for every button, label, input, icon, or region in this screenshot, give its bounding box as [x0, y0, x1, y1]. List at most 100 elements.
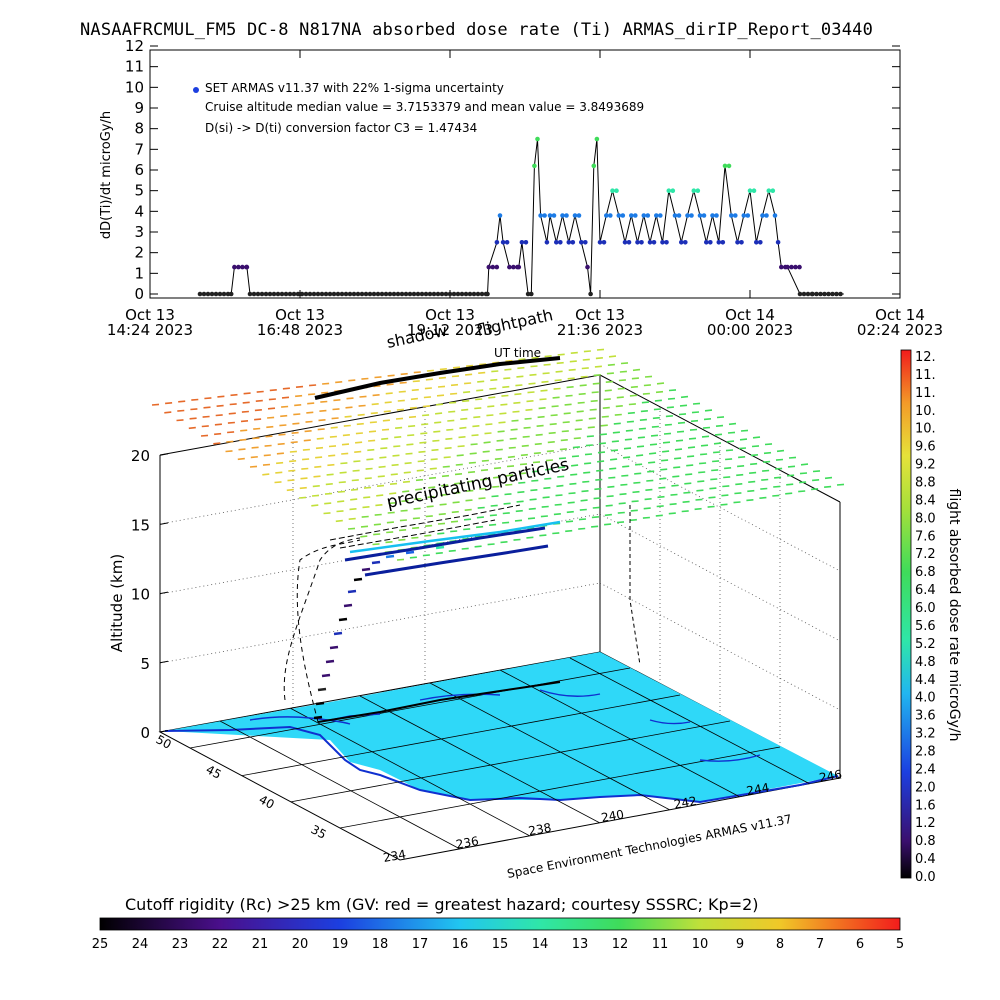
data-point: [323, 291, 329, 297]
dose-colorbar-tick-label: 7.6: [915, 529, 936, 544]
rc-dash: [540, 389, 548, 392]
rc-dash: [759, 496, 767, 499]
rc-dash: [302, 458, 310, 461]
rc-dash: [368, 439, 376, 442]
rc-dash: [680, 395, 689, 399]
data-point: [660, 240, 665, 245]
rc-dash: [611, 440, 619, 443]
rc-dash: [409, 556, 417, 559]
rc-dash: [558, 466, 566, 469]
rc-dash: [583, 471, 591, 474]
rc-dash: [674, 457, 682, 460]
rc-dash: [583, 350, 591, 353]
rc-dash: [411, 388, 419, 392]
rc-dash: [692, 402, 701, 405]
rc-dash: [387, 374, 395, 377]
rc-dash: [675, 439, 684, 442]
data-point: [572, 213, 578, 218]
rc-dash: [557, 475, 565, 478]
rc-dash: [462, 399, 470, 403]
rc-dash: [454, 473, 463, 476]
data-point: [255, 291, 261, 297]
rc-dash: [684, 482, 692, 485]
data-point: [435, 291, 441, 297]
rc-dash: [748, 480, 756, 483]
rc-dash: [488, 533, 496, 536]
rc-dash: [527, 391, 535, 394]
rc-dash: [671, 484, 679, 487]
data-point: [834, 291, 839, 297]
rc-dash: [609, 467, 617, 470]
rc-dash: [449, 401, 457, 404]
rc-dash: [269, 389, 277, 392]
rc-dash: [504, 368, 512, 371]
rc-dash: [389, 482, 398, 485]
flight-dose-marker: [343, 603, 353, 608]
rc-dash: [545, 468, 553, 471]
rc-dash: [643, 384, 651, 387]
rc-dash: [533, 452, 541, 455]
dose-colorbar-tick-label: 3.6: [915, 709, 936, 724]
rc-dash: [372, 394, 380, 397]
rc-dash: [556, 484, 564, 488]
data-point: [516, 264, 522, 270]
data-point: [347, 291, 353, 297]
rc-dash: [614, 413, 622, 416]
dose-colorbar-tick-label: 7.2: [915, 547, 936, 562]
flight-dose-marker: [385, 554, 395, 559]
data-point: [287, 291, 293, 297]
rc-dash: [530, 489, 538, 492]
rc-dash: [454, 482, 462, 485]
rc-dash: [263, 454, 271, 457]
rc-dash: [448, 410, 456, 413]
x-tick-label-time: 14:24 2023: [107, 321, 193, 339]
rc-dash: [502, 385, 510, 389]
data-point: [213, 291, 219, 297]
rc-dash: [585, 444, 593, 447]
rc-dash: [519, 463, 528, 466]
rc-dash: [190, 408, 198, 411]
rc-dash: [380, 447, 388, 450]
rc-dash: [410, 397, 418, 401]
rc-dash: [485, 423, 493, 426]
rc-dash: [565, 394, 573, 397]
legend-marker: [193, 87, 199, 93]
rc-dash: [555, 370, 563, 373]
rc-dash: [189, 417, 197, 420]
data-point: [463, 291, 469, 297]
rc-dash: [356, 422, 364, 426]
rc-dash: [697, 480, 705, 483]
data-point: [645, 213, 651, 218]
data-point: [500, 240, 506, 245]
dose-colorbar-tick-label: 6.0: [915, 601, 936, 616]
data-point: [735, 240, 740, 245]
rc-dash: [438, 376, 446, 379]
rc-dash: [301, 467, 309, 470]
rc-dash: [439, 503, 447, 506]
data-point: [760, 213, 765, 218]
rc-dash: [626, 420, 634, 423]
rc-dash: [593, 497, 601, 500]
rc-dash: [698, 471, 706, 474]
rc-dash: [554, 503, 562, 506]
rc-dash: [305, 420, 313, 423]
rc-dash: [374, 513, 382, 516]
rc-dash: [775, 467, 783, 470]
y-tick-label: 6: [134, 161, 144, 179]
rc-dash: [265, 435, 273, 438]
data-point: [583, 240, 588, 245]
data-point: [379, 291, 385, 297]
rc-dash: [653, 408, 661, 411]
rc-dash: [390, 473, 398, 476]
altitude-tick-label: 5: [140, 655, 150, 673]
rc-colorbar-ramp: [99, 917, 901, 931]
rc-dash: [268, 398, 276, 401]
rc-dash: [774, 476, 782, 479]
rc-dash: [605, 380, 613, 383]
data-point: [303, 291, 309, 297]
rc-dash: [737, 465, 745, 468]
rc-dash: [532, 461, 541, 464]
rc-dash: [393, 445, 401, 448]
rc-dash: [262, 473, 270, 476]
rc-dash: [540, 515, 548, 518]
